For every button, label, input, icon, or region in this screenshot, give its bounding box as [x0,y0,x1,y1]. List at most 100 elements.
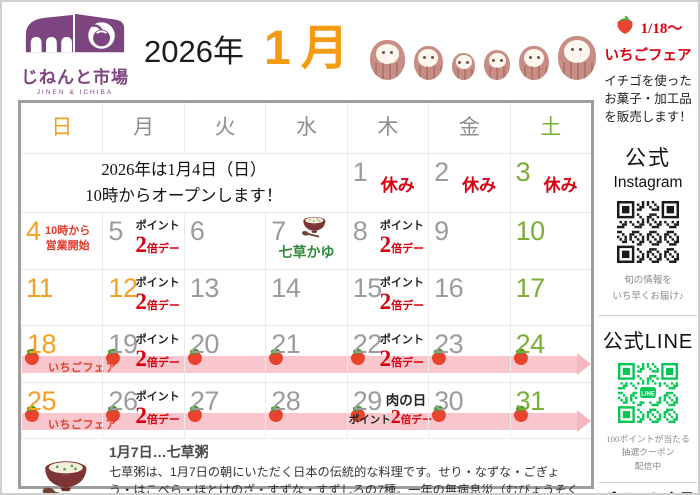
day-cell-1: 1 休み [346,154,428,212]
instagram-qr-code [599,201,697,268]
day-number: 23 [434,329,464,359]
day-number: 19 [108,329,138,359]
day-number: 2 [434,157,449,187]
day-cell-8: 8 ポイント 2倍デー [346,213,428,269]
instagram-heading-jp: 公式 [625,147,671,171]
day-cell-4: 4 10時から 営業開始 [21,213,102,269]
day-cell-22: 22 ポイント 2倍デー [346,326,428,382]
day-number: 30 [434,386,464,416]
daruma-eyes [462,60,465,63]
day-cell-28: 28 [265,383,346,438]
closed-label: 休み [380,176,415,195]
day-number: 15 [352,273,383,303]
day-number: 12 [108,273,138,303]
instagram-heading: 公式 Instagram [599,142,697,192]
instagram-note: 旬の情報を いち早くお届け♪ [612,276,684,302]
daruma-doll-icon [413,46,444,80]
month-label: 1月 [264,22,359,75]
day-header-水: 水 [265,103,346,153]
day-number: 14 [271,273,301,303]
fair-band-label: いちごフェア [48,361,117,374]
day-header-月: 月 [102,103,183,153]
opening-time-label: 10時から 営業開始 [45,225,91,253]
day-cell-18: 18 [21,326,102,382]
day-number: 28 [271,386,301,416]
day-number: 20 [189,329,220,359]
daruma-doll-icon [484,50,511,80]
announcement-cell: 2026年は1月4日（日） 10時からオープンします！ [85,160,283,205]
day-cell-30: 30 [428,383,509,438]
points-double-day-label: ポイント2倍デー [348,406,433,428]
day-cell-16: 16 [428,270,509,325]
calendar: 日 月火水木金土 2026年は1月4日（日） 10時からオープンします！ 1 休み 2 休み… [18,100,594,493]
rice-porridge-bowl-icon [300,213,330,243]
day-number: 8 [352,216,368,246]
strawberry-icon [614,14,636,41]
day-number: 13 [189,273,220,303]
market-building-icon [16,13,134,68]
day-number: 26 [108,386,138,416]
day-number: 17 [515,273,546,303]
day-cell-3: 3 休み [509,154,591,212]
day-cell-7: 7 七草かゆ [265,213,346,269]
day-cell-23: 23 [428,326,509,382]
day-number: 4 [26,216,41,246]
line-note: 100ポイントが当たる 抽選クーポン 配信中 [606,433,690,471]
calendar-week-4: いちごフェア 18 19 ポイント 2倍デー 20 21 22 ポイント 2倍デー 23 24 [21,325,591,382]
day-cell-2: 2 休み [428,154,509,212]
day-number: 10 [515,216,546,246]
daruma-doll-icon [370,40,405,80]
day-number: 16 [434,273,464,303]
sidebar: 1/18～ いちごフェア イチゴを使った お菓子・加工品 を販売します！ 公式 In… [599,14,697,493]
day-number: 9 [434,216,449,246]
day-number: 5 [108,216,123,246]
day-number: 29 [352,386,383,416]
day-header-金: 金 [428,103,509,153]
day-cell-21: 21 [265,326,346,382]
day-number: 6 [189,216,205,246]
day-header-日: 日 [51,116,73,139]
store-logo: じねんと市場 JINEN & ICHIBA [14,7,136,96]
instagram-heading-en: Instagram [613,174,683,192]
closed-label: 休み [462,176,497,195]
fair-name: いちごフェア [604,48,692,64]
daruma-eyes [496,58,499,61]
day-cell-25: 25 [21,383,102,438]
footer-note-title: 1月7日…七草粥 [109,444,209,460]
daruma-doll-icon [452,53,476,80]
closed-label: 休み [543,176,578,195]
day-number: 1 [352,157,368,187]
day-cell-11: 11 [21,270,102,325]
daruma-eyes [575,47,578,50]
day-number: 24 [515,329,546,359]
day-cell-14: 14 [265,270,346,325]
day-number: 25 [27,386,57,416]
daruma-doll-icon [519,46,549,80]
day-number: 31 [515,386,546,416]
nanakusa-label: 七草かゆ [278,244,335,260]
day-cell-26: 26 ポイント 2倍デー [102,383,183,438]
day-cell-12: 12 ポイント 2倍デー [102,270,183,325]
day-number: 22 [352,329,383,359]
svg-text:LINE: LINE [641,391,655,397]
daruma-eyes [386,50,389,53]
fair-start-date: 1/18～ [640,21,683,37]
day-header-木: 木 [346,103,428,153]
day-header-火: 火 [183,103,265,153]
day-cell-15: 15 ポイント 2倍デー [346,270,428,325]
store-name-en: JINEN & ICHIBA [36,89,114,96]
calendar-day-header-row: 日 月火水木金土 [21,103,591,153]
year-label: 2026年 [144,34,244,69]
day-number: 7 [271,216,286,246]
day-number: 27 [189,386,220,416]
meat-day-label: 肉の日 [385,393,427,408]
store-name: じねんと市場 [21,68,129,87]
membership-notice: ポイント会員入会受付中!!スタッフまで [599,481,697,493]
fair-band-label: いちごフェア [48,418,117,431]
